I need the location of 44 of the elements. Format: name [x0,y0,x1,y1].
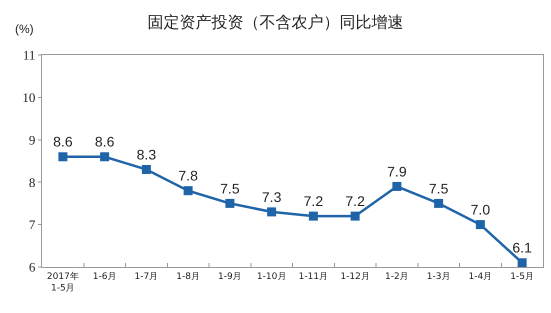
point [434,198,444,208]
data-label: 8.6 [94,134,115,150]
data-label: 8.3 [136,146,156,162]
y-tick-label: 9 [28,132,36,148]
point [100,152,110,162]
point [518,258,527,268]
x-tick-label: 1-5月 [510,272,534,282]
point [267,207,276,216]
data-label: 7.2 [304,192,324,209]
point [184,186,193,196]
point [476,220,485,230]
y-tick-label: 8 [28,174,36,190]
x-tick-label: 1-8月 [176,272,200,282]
point [225,198,234,208]
point [308,212,318,221]
point [392,182,402,191]
point [350,212,360,221]
x-tick-label: 1-11月 [298,272,328,282]
point [58,152,68,162]
x-tick-label: 1-9月 [218,272,242,282]
y-tick-label: 11 [22,48,36,63]
chart-title: 固定资产投资（不含农户）同比增速 [148,12,404,32]
x-tick-label: 1-12月 [340,272,370,282]
data-label: 7.2 [345,192,366,209]
data-label: 7.5 [220,180,240,196]
data-label: 8.6 [53,134,73,150]
x-tick-label: 2017年 1-5月 [46,270,79,294]
data-label: 7.0 [470,201,490,218]
data-label: 7.3 [262,188,282,205]
data-label: 6.1 [512,240,532,256]
x-tick-label: 1-10月 [256,272,286,282]
x-tick-label: 1-4月 [468,272,492,282]
x-tick-label: 1-2月 [385,272,409,282]
data-label: 7.9 [387,163,407,180]
y-axis-title: (%) [15,22,34,36]
data-label: 7.8 [178,168,198,184]
x-tick-label: 1-7月 [134,272,158,282]
point [142,164,151,174]
y-tick-label: 10 [22,90,36,105]
x-tick-label: 1-3月 [426,272,450,282]
y-tick-label: 7 [28,217,36,232]
data-label: 7.5 [428,180,449,196]
y-tick-label: 6 [28,260,36,275]
x-tick-label: 1-6月 [92,272,116,282]
